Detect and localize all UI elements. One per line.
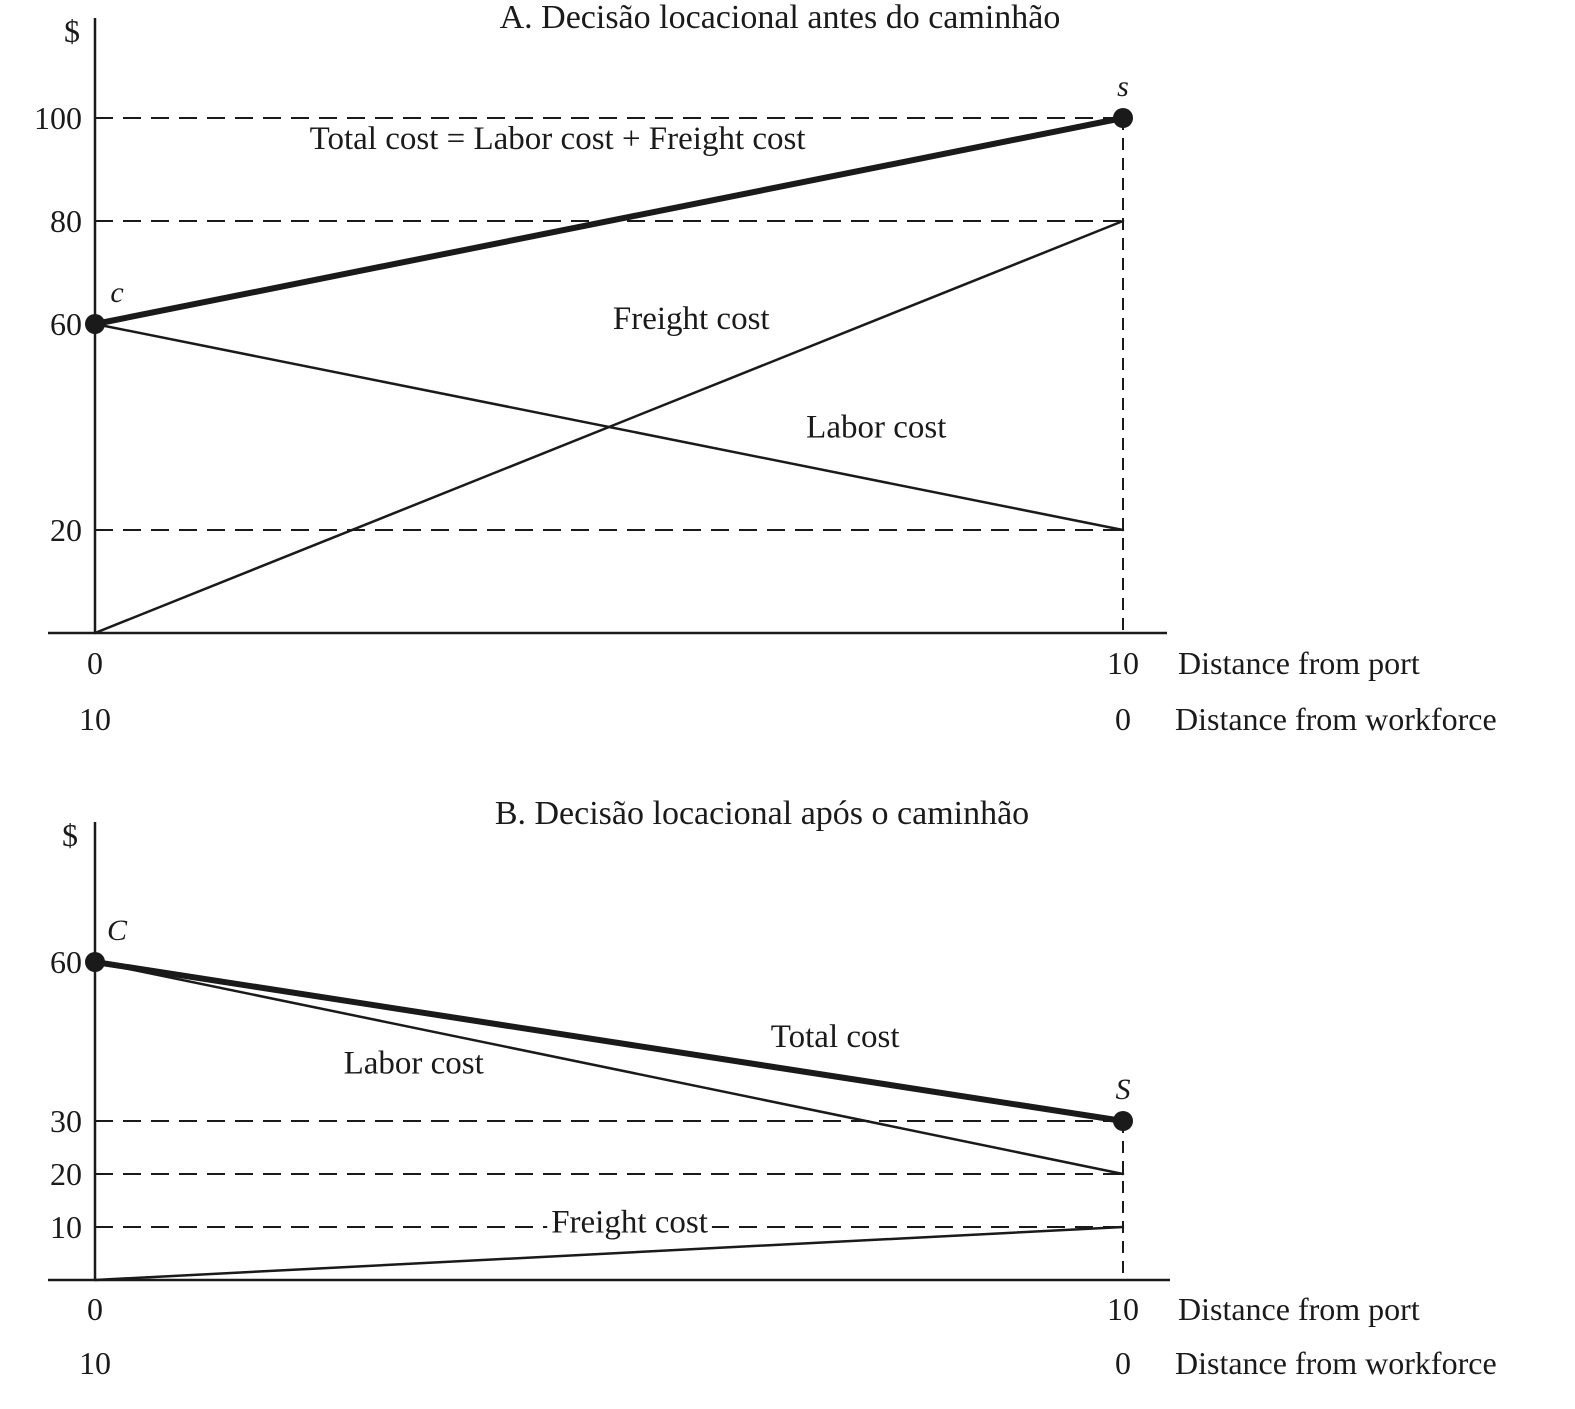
panel-b-point-label-C: C — [107, 914, 128, 947]
panel-b-x-tick-workforce-10: 10 — [79, 1345, 111, 1381]
panel-a-x-tick-port-0: 0 — [87, 645, 103, 681]
panel-a-x-tick-workforce-10: 10 — [79, 701, 111, 737]
panel-a-x-tick-workforce-0: 0 — [1115, 701, 1131, 737]
panel-b-label-freight-cost-bg — [547, 1208, 712, 1237]
panel-b-label-labor-cost: Labor cost — [344, 1045, 484, 1081]
panel-a-point-label-c: c — [110, 276, 123, 309]
panel-a-point-s — [1113, 108, 1133, 128]
panel-a-label-freight-cost: Freight cost — [613, 301, 770, 337]
panel-a-x-axis-label-port: Distance from port — [1178, 645, 1420, 681]
panel-a-y-tick-80: 80 — [50, 203, 82, 239]
panel-b-point-label-S: S — [1116, 1073, 1131, 1106]
panel-b-x-axis-label-port: Distance from port — [1178, 1291, 1420, 1327]
panel-b-labor-cost-line — [93, 960, 1125, 1176]
panel-b-y-tick-30: 30 — [50, 1103, 82, 1139]
panel-b-x-tick-port-10: 10 — [1107, 1291, 1139, 1327]
panel-b-freight-cost-line — [93, 1225, 1125, 1282]
panel-b-label-total-cost: Total cost — [771, 1019, 900, 1055]
panel-a-y-tick-100: 100 — [34, 100, 82, 136]
panel-b-y-tick-10: 10 — [50, 1209, 82, 1245]
panel-b-x-axis-label-workforce: Distance from workforce — [1175, 1345, 1497, 1381]
panel-b-x-tick-workforce-0: 0 — [1115, 1345, 1131, 1381]
panel-b-y-axis-label: $ — [62, 817, 78, 853]
panel-a-x-tick-port-10: 10 — [1107, 645, 1139, 681]
panel-b-y-tick-60: 60 — [50, 944, 82, 980]
panel-b-total-cost-line — [92, 959, 1126, 1124]
panel-b-label-freight-cost: Freight cost — [551, 1204, 708, 1240]
panel-a-labor-cost-line — [93, 322, 1125, 532]
panel-b-point-C — [85, 952, 105, 972]
panel-b-x-tick-port-0: 0 — [87, 1291, 103, 1327]
panel-a-total-cost-line — [92, 115, 1126, 327]
panel-a-y-tick-60: 60 — [50, 306, 82, 342]
panel-a-y-tick-20: 20 — [50, 512, 82, 548]
panel-a-point-label-s: s — [1117, 70, 1129, 103]
panel-b-title: B. Decisão locacional após o caminhão — [495, 795, 1029, 832]
panel-a-x-axis-label-workforce: Distance from workforce — [1175, 701, 1497, 737]
panel-a-label-total-cost-labor-cost-freight-cost: Total cost = Labor cost + Freight cost — [310, 121, 806, 157]
panel-a-label-labor-cost: Labor cost — [806, 409, 946, 445]
panel-a-chart: A. Decisão locacional antes do caminhão … — [34, 0, 1497, 737]
panel-a-point-c — [85, 314, 105, 334]
panel-b-y-tick-20: 20 — [50, 1156, 82, 1192]
panel-a-title: A. Decisão locacional antes do caminhão — [500, 0, 1061, 36]
panel-b-chart: B. Decisão locacional após o caminhão $ … — [48, 795, 1497, 1381]
panel-b-point-S — [1113, 1111, 1133, 1131]
panel-a-y-axis-label: $ — [64, 13, 80, 49]
